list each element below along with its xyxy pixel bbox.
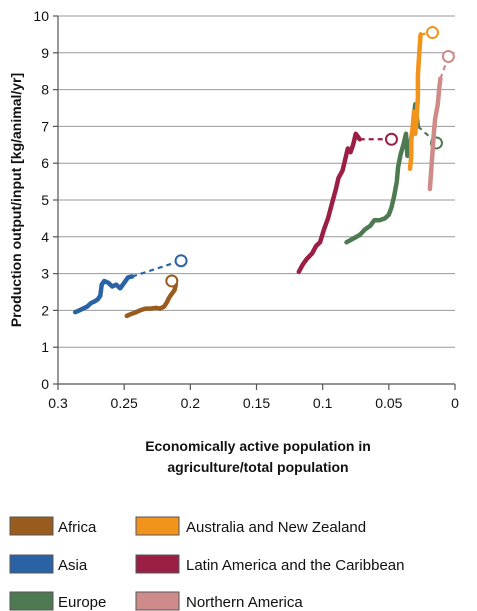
x-tick-label: 0.05	[375, 395, 402, 411]
legend-label-europe: Europe	[58, 594, 106, 611]
legend-label-latin-america-and-the-caribbean: Latin America and the Caribbean	[186, 557, 404, 574]
x-tick-label: 0.2	[181, 395, 201, 411]
x-tick-label: 0	[451, 395, 459, 411]
series-line-northern-america	[427, 76, 443, 192]
x-axis-title-line-2: agriculture/total population	[167, 459, 348, 475]
legend-swatch-africa	[9, 516, 54, 536]
projection-marker-africa	[165, 274, 179, 288]
series-line-europe	[344, 102, 421, 245]
y-tick-label: 2	[41, 302, 49, 318]
y-tick-label: 3	[41, 266, 49, 282]
legend-swatch-latin-america-and-the-caribbean	[135, 554, 180, 574]
series-lines	[72, 26, 455, 319]
legend-swatch-australia-and-new-zealand	[135, 516, 180, 536]
projection-line-asia	[131, 259, 182, 278]
y-tick-label: 5	[41, 192, 49, 208]
y-tick-label: 10	[33, 8, 49, 24]
gridlines	[58, 15, 455, 348]
projection-marker-latin-america-and-the-caribbean	[384, 132, 398, 146]
x-tick-label: 0.3	[48, 395, 68, 411]
legend-label-australia-and-new-zealand: Australia and New Zealand	[186, 519, 366, 536]
legend-label-africa: Africa	[58, 519, 97, 536]
projection-marker-australia-and-new-zealand	[426, 26, 440, 40]
x-axis-ticks: 0.3 0.25 0.2 0.15 0.1 0.05 0	[48, 384, 459, 411]
series-line-latin-america-and-the-caribbean	[296, 131, 362, 275]
y-tick-label: 0	[41, 376, 49, 392]
y-tick-label: 4	[41, 229, 49, 245]
projection-marker-asia	[174, 254, 188, 268]
legend-label-asia: Asia	[58, 557, 88, 574]
legend-swatch-europe	[9, 591, 54, 611]
legend-label-northern-america: Northern America	[186, 594, 303, 611]
y-tick-label: 1	[41, 339, 49, 355]
y-tick-label: 8	[41, 82, 49, 98]
x-axis-title-line-1: Economically active population in	[145, 438, 371, 454]
series-line-asia	[72, 274, 135, 315]
y-axis-title: Production output/input [kg/animal/yr]	[8, 73, 24, 327]
y-tick-label: 9	[41, 45, 49, 61]
projection-marker-northern-america	[441, 49, 455, 63]
x-tick-label: 0.15	[243, 395, 270, 411]
y-tick-label: 6	[41, 155, 49, 171]
y-tick-label: 7	[41, 118, 49, 134]
x-tick-label: 0.1	[313, 395, 333, 411]
legend: Africa Asia Europe Australia and New Zealan…	[9, 516, 404, 611]
legend-swatch-northern-america	[135, 591, 180, 611]
y-axis-ticks: 0 1 2 3 4 5 6 7 8 9 10	[33, 8, 58, 392]
series-line-australia-and-new-zealand	[407, 32, 423, 171]
x-tick-label: 0.25	[111, 395, 138, 411]
legend-swatch-asia	[9, 554, 54, 574]
series-line-africa	[124, 282, 179, 319]
